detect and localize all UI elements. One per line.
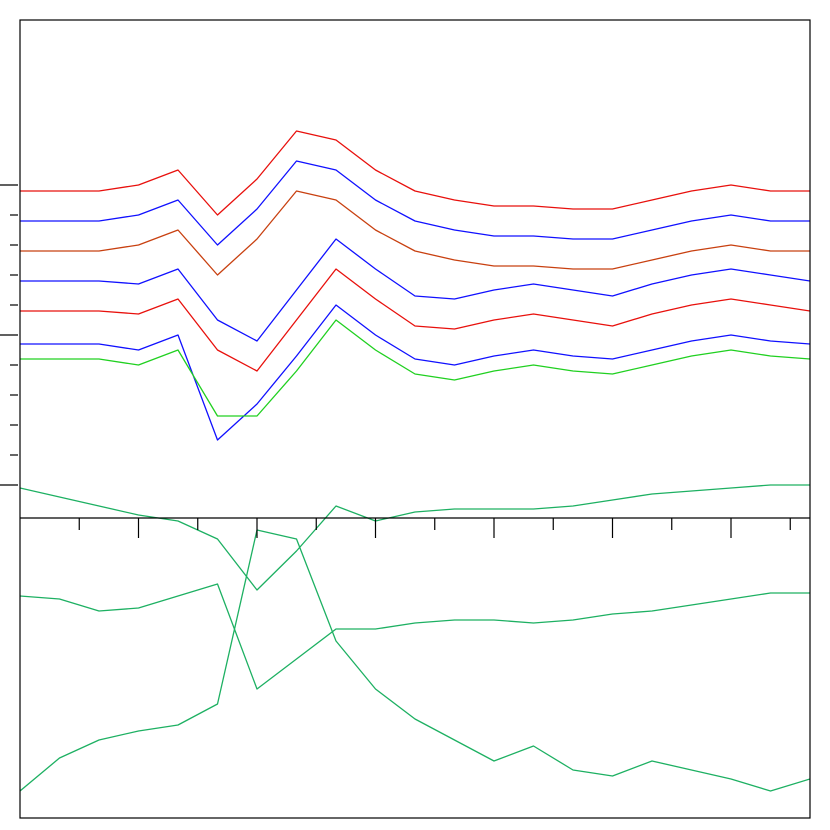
trace-line (20, 130, 810, 216)
trace-line (20, 529, 810, 792)
plot-frame (19, 19, 811, 819)
trace-line (20, 268, 810, 372)
trace-line (20, 160, 810, 246)
trace-line (20, 583, 810, 690)
trace-line (20, 484, 810, 591)
traces (20, 130, 810, 792)
trace-line (20, 304, 810, 441)
trace-line (20, 238, 810, 342)
trace-line (20, 190, 810, 276)
trace-line (20, 319, 810, 417)
